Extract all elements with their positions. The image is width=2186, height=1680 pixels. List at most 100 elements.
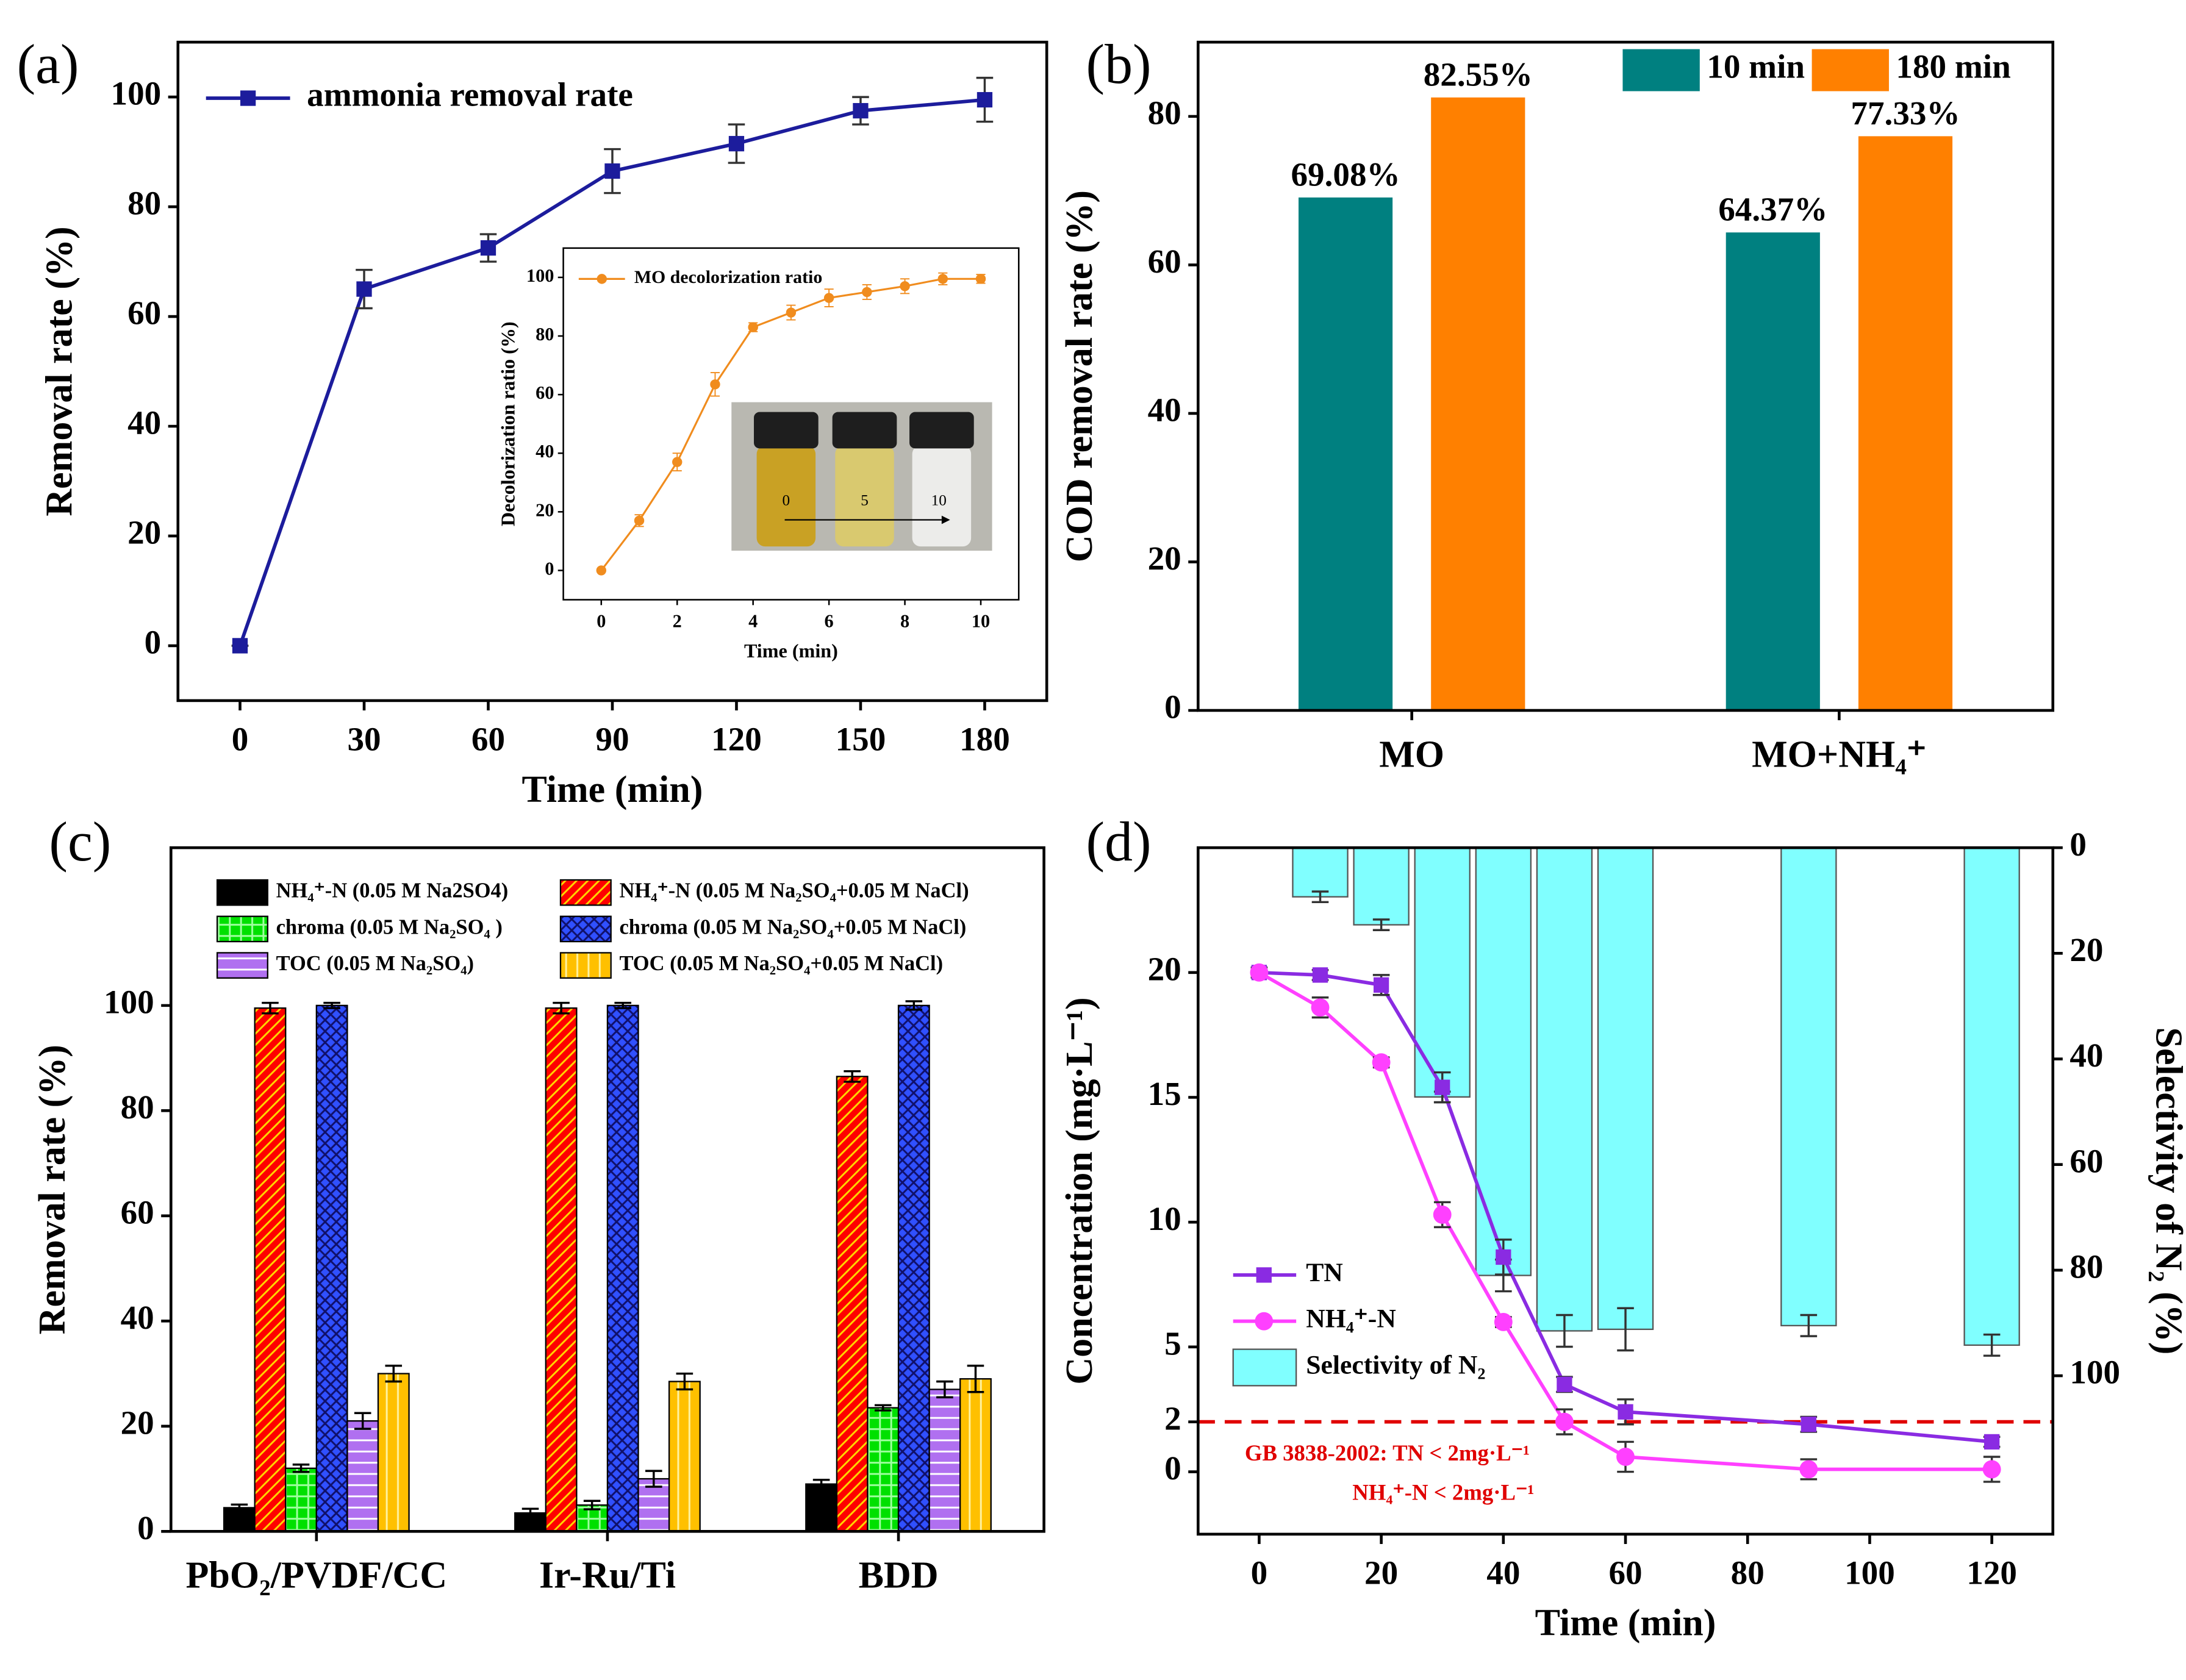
marker	[1373, 977, 1389, 993]
x-tick-label: 6	[825, 610, 834, 631]
y2-tick-label: 40	[2070, 1037, 2103, 1074]
panel-label: (c)	[49, 810, 111, 873]
error-bar	[323, 1001, 340, 1009]
y-tick-label: 40	[1148, 391, 1181, 429]
y-tick-label: 60	[121, 1193, 154, 1231]
error-bar	[385, 1364, 403, 1383]
x-tick-label: 120	[1966, 1554, 2017, 1591]
bar	[928, 1389, 961, 1532]
legend-label: MO decolorization ratio	[634, 267, 822, 287]
legend-swatch	[216, 952, 268, 979]
arrow-head	[941, 515, 950, 524]
y-tick-label: 40	[121, 1299, 154, 1336]
panel-label: (b)	[1086, 33, 1152, 95]
error-bar	[1800, 1314, 1818, 1337]
legend-swatch	[559, 879, 612, 906]
marker	[1496, 1249, 1511, 1265]
legend-label: 180 min	[1896, 48, 2010, 85]
bar	[606, 1004, 639, 1532]
legend-label: ammonia removal rate	[307, 76, 633, 113]
value-label: 64.37%	[1718, 191, 1827, 228]
y-tick-label: 80	[121, 1088, 154, 1126]
value-label: 82.55%	[1424, 55, 1533, 93]
y2-tick-label: 60	[2070, 1142, 2103, 1179]
vial-cap	[832, 412, 897, 449]
panel-label: (d)	[1086, 810, 1152, 873]
x-tick-label: BDD	[859, 1555, 939, 1596]
bar	[1353, 846, 1410, 926]
y-tick-label: 0	[145, 624, 162, 661]
y-tick-label: 80	[127, 185, 161, 222]
vial	[835, 445, 894, 547]
marker	[1435, 1079, 1450, 1095]
marker	[1256, 1267, 1272, 1283]
plot-frame	[176, 40, 1048, 702]
error-bar	[1372, 918, 1390, 931]
y-tick-label: 0	[545, 558, 554, 579]
x-tick-label: Ir-Ru/Ti	[539, 1555, 676, 1596]
error-bar	[645, 1470, 662, 1488]
y-tick-label: 60	[1148, 243, 1181, 280]
marker	[853, 102, 869, 119]
y-tick-label: 60	[536, 382, 554, 403]
y-tick-label: 15	[1148, 1075, 1181, 1112]
bar	[1292, 846, 1349, 898]
x-tick-label: 150	[836, 720, 886, 757]
vial	[912, 445, 972, 547]
y2-tick-label: 20	[2070, 931, 2103, 968]
error-bar	[1311, 890, 1329, 904]
marker	[1982, 1460, 2001, 1479]
marker	[232, 638, 248, 654]
y2-tick-label: 100	[2070, 1354, 2120, 1391]
bar	[668, 1381, 701, 1532]
x-axis-label: Time (min)	[744, 640, 838, 662]
marker	[977, 91, 993, 108]
marker	[937, 274, 948, 284]
marker	[1801, 1417, 1816, 1432]
y-tick-label: 100	[111, 75, 162, 112]
marker	[1799, 1460, 1818, 1479]
legend-swatch	[1232, 1348, 1297, 1387]
plot-frame	[169, 846, 1045, 1533]
x-tick-label: PbO₂/PVDF/CC	[186, 1555, 448, 1596]
y-axis-label: Removal rate (%)	[39, 226, 81, 516]
x-tick-label: 90	[595, 720, 629, 757]
bar	[1414, 846, 1471, 1098]
annotation: NH₄⁺-N < 2mg·L⁻¹	[1352, 1480, 1534, 1505]
photo-label: 0	[783, 491, 790, 509]
error-bar	[262, 1001, 279, 1015]
legend-swatch	[559, 952, 612, 979]
value-label: 69.08%	[1291, 155, 1400, 193]
error-bar	[936, 1380, 953, 1399]
bar	[1726, 232, 1820, 710]
x-tick-label: 100	[1844, 1554, 1895, 1591]
bar	[836, 1076, 869, 1532]
legend-label: TOC (0.05 M Na₂SO₄+0.05 M NaCl)	[619, 952, 943, 975]
bar	[545, 1007, 578, 1532]
error-bar	[354, 1412, 371, 1430]
error-bar	[583, 1499, 601, 1510]
vial	[756, 445, 816, 547]
x-tick-label: 40	[1486, 1554, 1520, 1591]
bar	[805, 1483, 838, 1532]
y-tick-label: 0	[1164, 688, 1181, 726]
bar	[897, 1004, 930, 1532]
x-tick-label: MO	[1379, 734, 1444, 775]
x-tick-label: 80	[1731, 1554, 1765, 1591]
marker	[786, 307, 797, 318]
y-tick-label: 0	[137, 1509, 154, 1546]
marker	[1372, 1053, 1391, 1072]
y2-tick-label: 0	[2070, 826, 2087, 863]
bar	[254, 1007, 287, 1532]
y-tick-label: 100	[104, 984, 154, 1021]
y-tick-label: 100	[526, 265, 554, 286]
panel-label: (a)	[17, 33, 79, 95]
error-bar	[1983, 1333, 2001, 1357]
marker	[1250, 963, 1269, 982]
error-bar	[521, 1507, 539, 1518]
bar	[1475, 846, 1532, 1276]
x-tick-label: 30	[347, 720, 381, 757]
x-tick-label: 2	[673, 610, 682, 631]
marker	[1618, 1404, 1633, 1420]
